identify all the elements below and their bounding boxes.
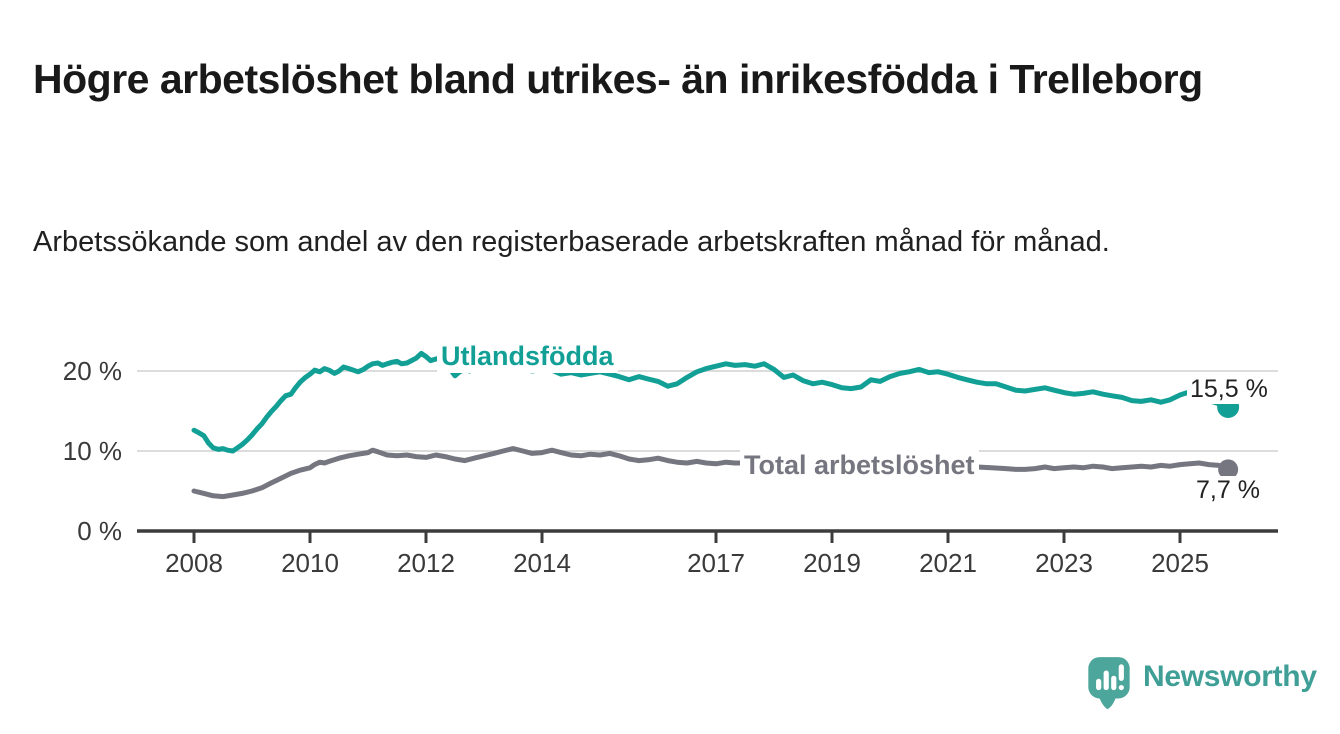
x-tick-label-2023: 2023: [1035, 548, 1093, 578]
x-tick-label-2010: 2010: [281, 548, 339, 578]
x-tick-label-2017: 2017: [687, 548, 745, 578]
x-tick-label-2019: 2019: [803, 548, 861, 578]
x-tick-label-2012: 2012: [397, 548, 455, 578]
newsworthy-logo-icon: [1088, 657, 1130, 710]
y-tick-label-0: 0 %: [77, 516, 122, 546]
series-label-total-arbetsloshet: Total arbetslöshet: [740, 449, 979, 482]
end-value-label-utlandsfodda: 15,5 %: [1187, 375, 1271, 404]
series-line-total: [191, 446, 1231, 500]
x-tick-label-2014: 2014: [513, 548, 571, 578]
x-tick-label-2025: 2025: [1151, 548, 1209, 578]
y-tick-label-10: 10 %: [63, 436, 122, 466]
series-label-utlandsfodda: Utlandsfödda: [437, 340, 618, 373]
series-line-utlandsfodda: [191, 350, 1231, 454]
newsworthy-logo[interactable]: Newsworthy: [1085, 655, 1317, 715]
end-value-label-total: 7,7 %: [1193, 476, 1263, 505]
series-end-dot-total: [1218, 459, 1239, 480]
y-tick-label-20: 20 %: [63, 356, 122, 386]
x-tick-label-2021: 2021: [919, 548, 977, 578]
x-tick-label-2008: 2008: [165, 548, 223, 578]
newsworthy-logo-text: Newsworthy: [1143, 660, 1317, 693]
chart-subtitle: Arbetssökande som andel av den registerb…: [33, 226, 1110, 258]
page-title: Högre arbetslöshet bland utrikes- än inr…: [33, 56, 1203, 103]
